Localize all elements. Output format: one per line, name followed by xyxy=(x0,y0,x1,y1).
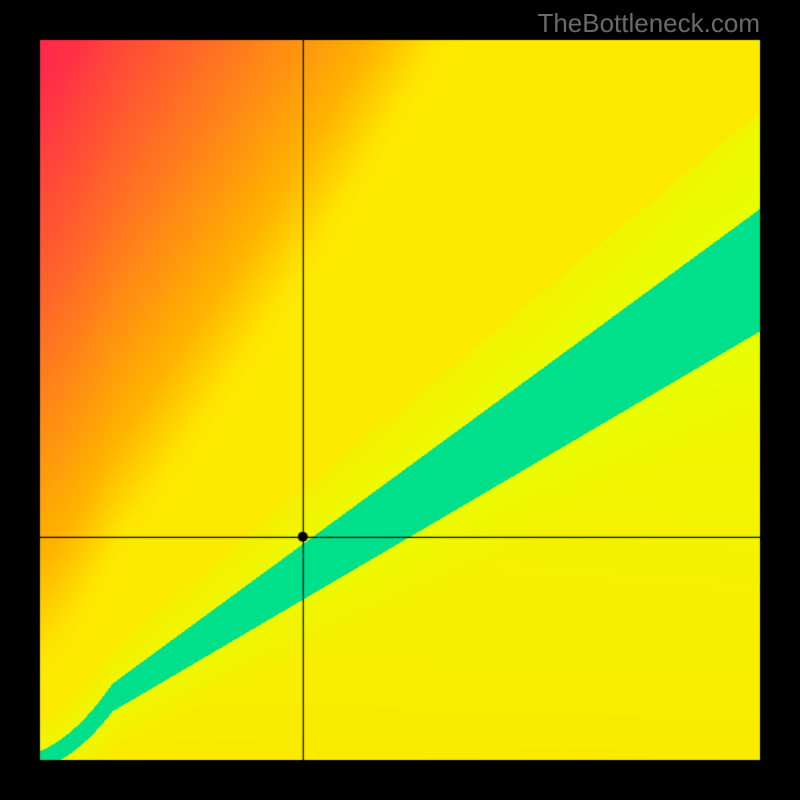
watermark-text: TheBottleneck.com xyxy=(537,8,760,39)
bottleneck-heatmap xyxy=(0,0,800,800)
